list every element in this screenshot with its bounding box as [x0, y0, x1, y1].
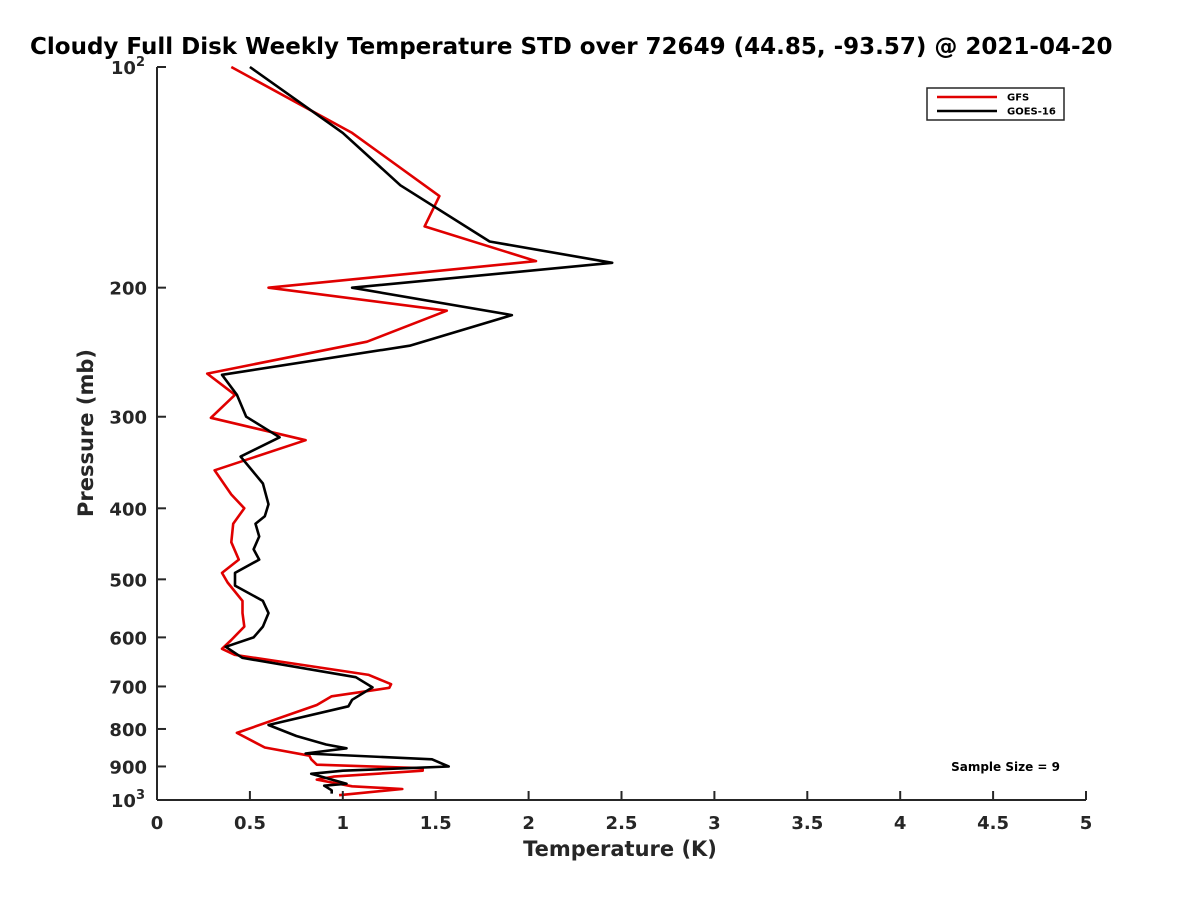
- y-tick-label: 200: [109, 279, 147, 300]
- x-tick-label: 4.5: [977, 813, 1009, 834]
- y-tick-label: 600: [109, 628, 147, 649]
- x-tick-label: 4: [894, 813, 907, 834]
- y-tick-label: 700: [109, 677, 147, 698]
- x-tick-label: 1.5: [420, 813, 452, 834]
- chart-title: Cloudy Full Disk Weekly Temperature STD …: [30, 34, 1113, 60]
- chart-legend: GFS GOES-16: [926, 87, 1065, 121]
- y-tick-label: 800: [109, 720, 147, 741]
- series-layer: [205, 65, 614, 797]
- y-tick-label-base: 10: [111, 791, 136, 812]
- y-tick-label-exponent: 2: [136, 55, 145, 70]
- y-tick-label: 102: [111, 55, 145, 79]
- x-tick-label: 1: [337, 813, 350, 834]
- x-tick-label: 5: [1080, 813, 1093, 834]
- legend-label-1: GOES-16: [1007, 107, 1056, 118]
- series-line-1: [220, 65, 614, 794]
- y-tick-label-exponent: 3: [136, 788, 145, 803]
- x-tick-label: 0: [151, 813, 164, 834]
- series-line-0: [205, 65, 538, 797]
- sample-size-annotation: Sample Size = 9: [951, 760, 1060, 774]
- axes-layer: [156, 67, 1086, 801]
- x-tick-layer: 0 0.5 1 1.5 2 2.5 3 3.5 4 4.5 5: [151, 791, 1093, 834]
- legend-box: [926, 87, 1065, 121]
- y-tick-label: 300: [109, 408, 147, 429]
- y-tick-label: 103: [111, 788, 145, 812]
- x-tick-label: 0.5: [234, 813, 266, 834]
- x-tick-label: 2: [522, 813, 535, 834]
- x-axis-title: Temperature (K): [523, 837, 717, 861]
- legend-label-0: GFS: [1007, 93, 1029, 104]
- x-tick-label: 2.5: [606, 813, 638, 834]
- x-tick-label: 3.5: [791, 813, 823, 834]
- y-tick-label: 900: [109, 757, 147, 778]
- x-tick-label: 3: [708, 813, 721, 834]
- y-tick-label: 500: [109, 570, 147, 591]
- y-tick-label-base: 10: [111, 58, 136, 79]
- y-tick-label: 400: [109, 499, 147, 520]
- y-axis-title: Pressure (mb): [74, 349, 98, 517]
